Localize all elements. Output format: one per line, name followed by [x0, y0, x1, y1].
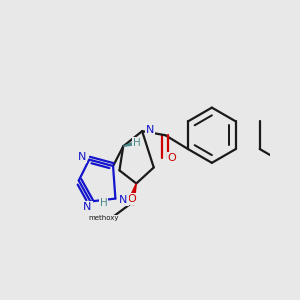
Text: O: O [128, 194, 136, 204]
Text: H: H [100, 198, 108, 208]
Text: N: N [83, 202, 92, 212]
Text: N: N [119, 195, 128, 205]
Text: O: O [167, 153, 176, 163]
Text: N: N [146, 125, 154, 135]
Text: methoxy: methoxy [88, 215, 119, 221]
Text: H: H [133, 138, 141, 148]
Polygon shape [127, 184, 136, 205]
Text: N: N [78, 152, 86, 162]
Polygon shape [123, 143, 132, 146]
